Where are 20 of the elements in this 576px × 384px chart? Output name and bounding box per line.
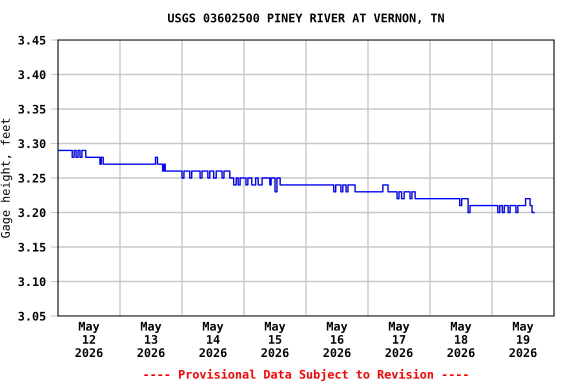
y-tick-label: 3.20 [18,208,46,218]
y-tick-label: 3.10 [18,277,46,286]
x-tick-label: May 18 2026 [447,322,475,358]
x-tick-label: May 19 2026 [509,322,537,358]
x-tick-label: May 12 2026 [75,322,103,358]
x-tick-label: May 14 2026 [199,322,227,358]
x-tick-label: May 17 2026 [385,322,413,358]
y-tick-label: 3.45 [18,36,46,45]
y-tick-label: 3.15 [18,242,46,252]
x-tick-label: May 16 2026 [323,322,351,358]
y-tick-label: 3.35 [18,104,46,114]
x-tick-label: May 13 2026 [137,322,165,358]
x-tick-label: May 15 2026 [261,322,289,358]
y-tick-label: 3.30 [18,139,46,148]
y-tick-label: 3.05 [18,312,46,321]
text: ---- Provisional Data Subject to Revision ---- [144,368,468,382]
y-tick-label: 3.25 [18,174,46,183]
chart-title: USGS 03602500 PINEY RIVER AT VERNON, TN [168,13,444,24]
y-axis-title: Gage height, feet [0,118,12,238]
y-tick-label: 3.40 [18,70,46,80]
